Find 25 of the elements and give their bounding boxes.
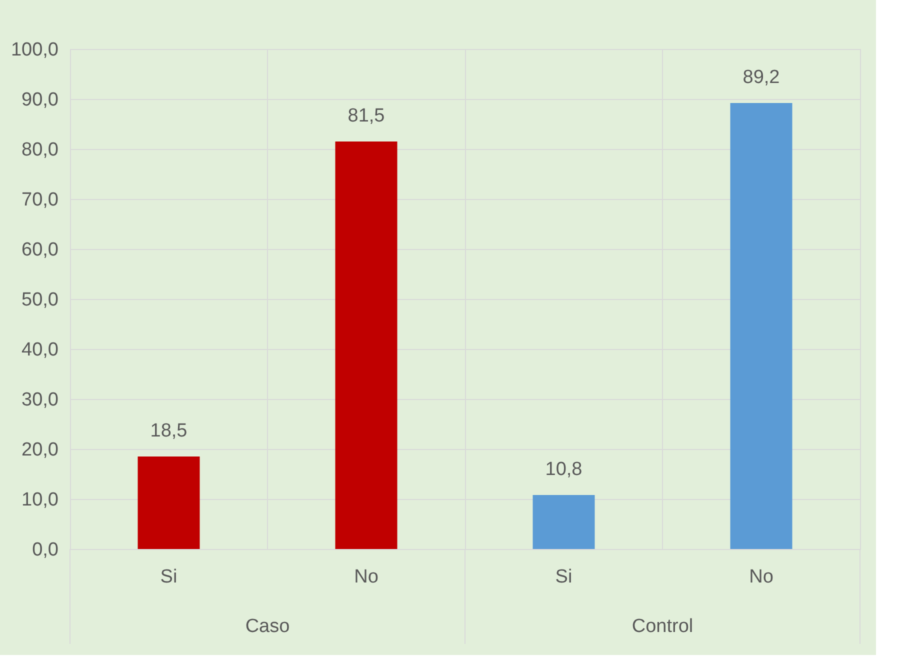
bar	[138, 456, 200, 549]
y-tick-label: 10,0	[22, 490, 58, 510]
y-tick-label: 30,0	[22, 390, 58, 410]
y-tick-label: 50,0	[22, 290, 58, 310]
x-tick-label: Si	[555, 566, 572, 588]
y-tick-label: 20,0	[22, 440, 58, 460]
y-tick-label: 90,0	[22, 90, 58, 110]
y-tick-label: 0,0	[32, 540, 58, 560]
data-label: 18,5	[150, 420, 188, 442]
y-tick-label: 100,0	[10, 40, 58, 60]
bar	[730, 103, 792, 549]
bar	[335, 142, 398, 549]
data-label: 89,2	[742, 67, 780, 88]
x-tick-label: Si	[160, 566, 178, 588]
x-tick-label: No	[749, 566, 774, 588]
y-tick-label: 40,0	[22, 340, 58, 360]
data-label: 81,5	[348, 106, 385, 126]
bar	[532, 495, 595, 549]
y-tick-label: 60,0	[22, 240, 58, 260]
text: Control	[632, 616, 694, 637]
text: Caso	[245, 616, 290, 637]
x-tick-label: No	[354, 566, 378, 588]
y-tick-label: 80,0	[22, 140, 58, 160]
data-label: 10,8	[545, 459, 582, 480]
y-tick-label: 70,0	[22, 190, 58, 210]
